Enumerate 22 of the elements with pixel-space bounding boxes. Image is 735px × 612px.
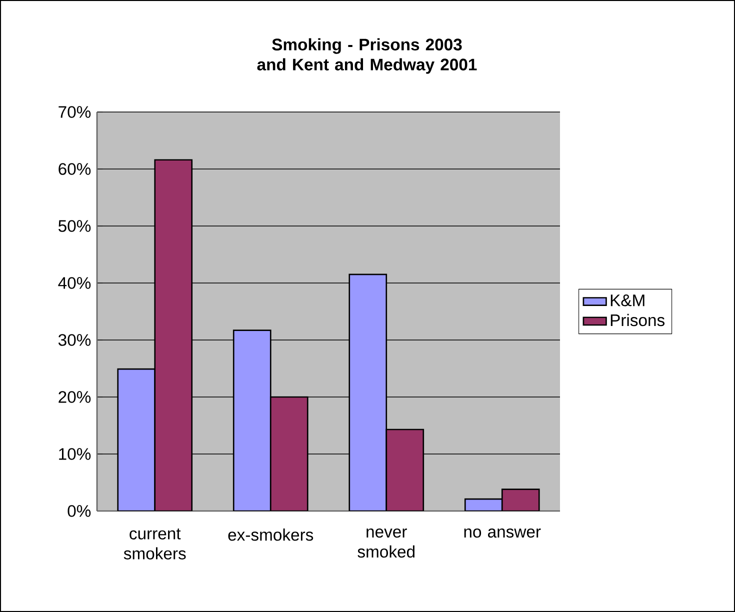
y-tick-label: 30% [58, 334, 91, 346]
y-tick-label: 10% [59, 448, 91, 460]
x-tick-label: current smokers [124, 528, 186, 560]
legend-label: K&M [610, 294, 644, 306]
x-tick-label: ex-smokers [228, 528, 314, 541]
y-tick-label: 40% [58, 277, 91, 289]
x-tick-label: no answer [464, 528, 541, 538]
y-tick-label: 0% [68, 505, 91, 517]
bar [232, 330, 272, 512]
bar [117, 368, 156, 512]
bar [348, 274, 388, 512]
y-tick-label: 60% [58, 163, 91, 175]
bar [154, 159, 193, 512]
bar [501, 488, 540, 512]
y-tick-label: 20% [58, 391, 91, 403]
y-tick-label: 50% [58, 220, 91, 232]
bar [270, 396, 308, 512]
legend-label: Prisons [610, 314, 665, 326]
y-tick-label: 70% [58, 106, 91, 118]
x-tick-label: never smoked [358, 528, 414, 558]
bar [386, 428, 424, 512]
chart-title: Smoking - Prisons 2003 and Kent and Medway 2001 [257, 38, 477, 74]
